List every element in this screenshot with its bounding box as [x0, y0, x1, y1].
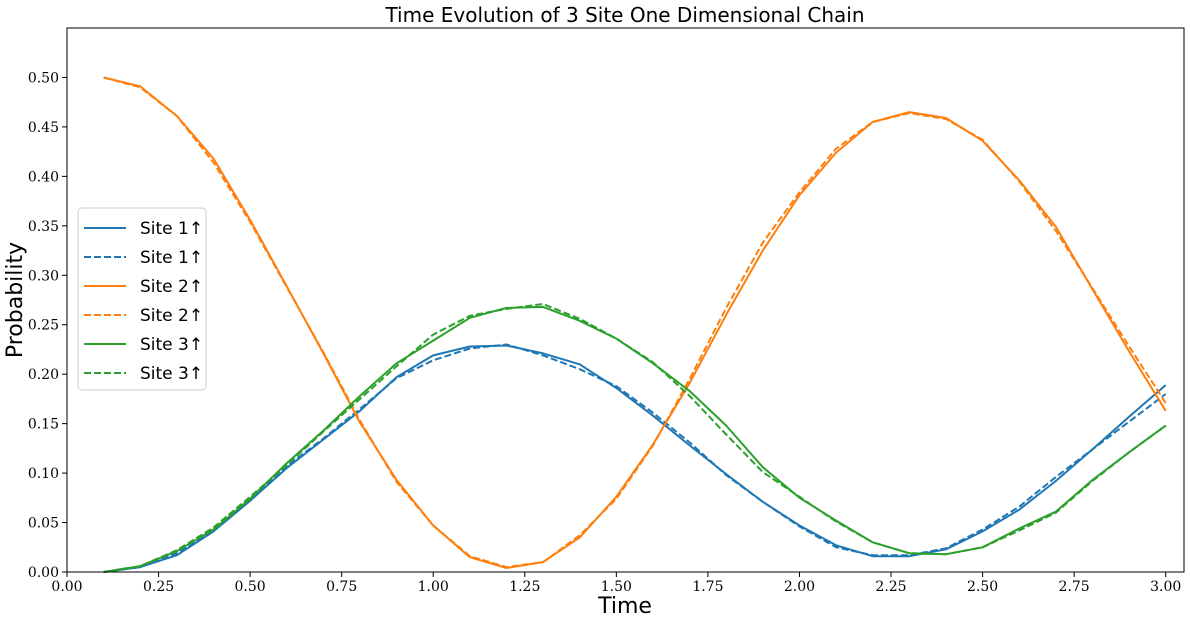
y-axis: 0.00 0.05 0.10 0.15 0.20 0.25 0.30 0.35 0.40 0.45…	[28, 70, 67, 581]
plot-frame	[66, 27, 1185, 573]
y-tick-label: 0.35	[28, 219, 59, 235]
x-tick-label: 0.25	[143, 579, 174, 595]
x-tick-label: 2.75	[1059, 579, 1090, 595]
legend-label: Site 1↑	[140, 248, 203, 268]
x-tick-label: 2.00	[784, 579, 815, 595]
legend-label: Site 1↑	[140, 219, 203, 239]
y-axis-label: Probability	[3, 242, 28, 358]
x-axis-label: Time	[597, 594, 652, 619]
legend-label: Site 2↑	[140, 306, 203, 326]
y-tick-label: 0.30	[28, 268, 59, 284]
x-tick-label: 1.25	[509, 579, 540, 595]
x-tick-label: 1.00	[418, 579, 449, 595]
x-tick-label: 3.00	[1150, 579, 1181, 595]
series-line-4-dashed	[103, 76, 1167, 569]
y-tick-label: 0.10	[28, 466, 59, 482]
legend: Site 1↑ Site 1↑ Site 2↑ Site 2↑ Site 3↑ Site …	[77, 207, 207, 391]
y-tick-label: 0.00	[28, 565, 59, 581]
y-tick-label: 0.05	[28, 516, 59, 532]
y-tick-label: 0.25	[28, 318, 59, 334]
plot-background	[67, 28, 1184, 572]
x-tick-label: 0.75	[326, 579, 357, 595]
legend-label: Site 2↑	[140, 277, 203, 297]
y-tick-label: 0.40	[28, 169, 59, 185]
x-tick-label: 1.50	[601, 579, 632, 595]
series-line-2-dashed	[103, 343, 1167, 573]
series-line-6-dashed	[103, 303, 1167, 573]
y-tick-label: 0.20	[28, 367, 59, 383]
chart-title: Time Evolution of 3 Site One Dimensional…	[384, 3, 864, 27]
y-tick-label: 0.45	[28, 120, 59, 136]
series-line-1-solid	[103, 344, 1167, 573]
x-tick-label: 0.00	[51, 579, 82, 595]
x-axis: 0.00 0.25 0.50 0.75 1.00 1.25 1.50 1.75 2.00 2.25…	[51, 572, 1181, 595]
legend-label: Site 3↑	[140, 364, 203, 384]
series-layer	[103, 76, 1167, 573]
x-tick-label: 1.75	[692, 579, 723, 595]
x-tick-label: 0.50	[235, 579, 266, 595]
x-tick-label: 2.25	[875, 579, 906, 595]
legend-label: Site 3↑	[140, 335, 203, 355]
y-tick-label: 0.50	[28, 70, 59, 86]
y-tick-label: 0.15	[28, 417, 59, 433]
x-tick-label: 2.50	[967, 579, 998, 595]
legend-items: Site 1↑ Site 1↑ Site 2↑ Site 2↑ Site 3↑ Site …	[84, 219, 203, 384]
